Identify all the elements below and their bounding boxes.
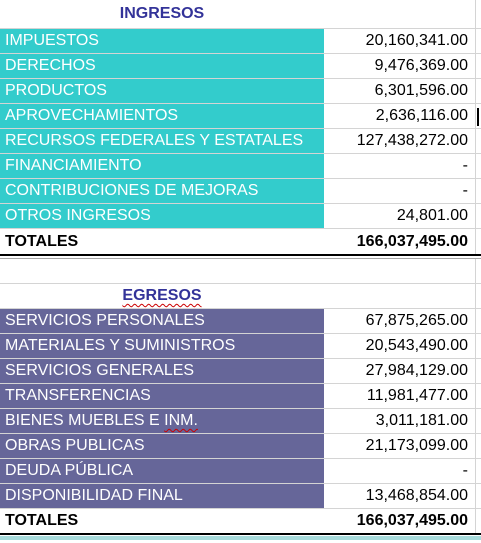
row-value[interactable]: 20,543,490.00 — [324, 334, 476, 358]
row-label[interactable]: TRANSFERENCIAS — [0, 384, 324, 408]
row-label-prefix: BIENES MUEBLES E — [5, 412, 165, 429]
row-label-abbrev: INM. — [164, 412, 198, 429]
blank-row[interactable] — [0, 259, 481, 284]
table-row[interactable]: MATERIALES Y SUMINISTROS 20,543,490.00 — [0, 334, 481, 359]
row-label[interactable]: DISPONIBILIDAD FINAL — [0, 484, 324, 508]
row-value[interactable]: 24,801.00 — [324, 204, 476, 228]
total-label[interactable]: TOTALES — [5, 232, 79, 250]
total-value[interactable]: 166,037,495.00 — [324, 509, 476, 533]
row-label-cell[interactable]: BIENES MUEBLES E INM. — [0, 409, 324, 433]
row-label[interactable]: IMPUESTOS — [0, 29, 324, 53]
table-row[interactable]: IMPUESTOS 20,160,341.00 — [0, 29, 481, 54]
row-label[interactable]: FINANCIAMIENTO — [0, 154, 324, 178]
table-row[interactable]: TRANSFERENCIAS 11,981,477.00 — [0, 384, 481, 409]
egresos-header-value-cell[interactable] — [324, 284, 476, 308]
egresos-total-row[interactable]: TOTALES 166,037,495.00 — [0, 509, 481, 535]
row-value[interactable]: 127,438,272.00 — [324, 129, 476, 153]
row-value[interactable]: 13,468,854.00 — [324, 484, 476, 508]
row-value[interactable]: 2,636,116.00 — [324, 104, 476, 128]
row-value[interactable]: 67,875,265.00 — [324, 309, 476, 333]
table-row[interactable]: FINANCIAMIENTO - — [0, 154, 481, 179]
blank-cell[interactable] — [0, 259, 324, 283]
table-row[interactable]: APROVECHAMIENTOS 2,636,116.00 — [0, 104, 481, 129]
row-label[interactable]: DERECHOS — [0, 54, 324, 78]
total-value[interactable]: 166,037,495.00 — [324, 229, 476, 254]
row-label[interactable]: SERVICIOS PERSONALES — [0, 309, 324, 333]
row-value[interactable]: - — [324, 154, 476, 178]
table-row[interactable]: SERVICIOS GENERALES 27,984,129.00 — [0, 359, 481, 384]
table-row[interactable]: BIENES MUEBLES E INM. 3,011,181.00 — [0, 409, 481, 434]
table-row[interactable]: DEUDA PÚBLICA - — [0, 459, 481, 484]
egresos-header: EGRESOS — [122, 287, 202, 304]
ingresos-header-value-cell[interactable] — [324, 0, 476, 28]
ingresos-header-row[interactable]: INGRESOS — [0, 0, 481, 29]
ingresos-header[interactable]: INGRESOS — [119, 5, 205, 22]
row-value[interactable]: - — [324, 179, 476, 203]
row-value[interactable]: 11,981,477.00 — [324, 384, 476, 408]
table-row[interactable]: RECURSOS FEDERALES Y ESTATALES 127,438,2… — [0, 129, 481, 154]
table-row[interactable]: DISPONIBILIDAD FINAL 13,468,854.00 — [0, 484, 481, 509]
table-row[interactable]: PRODUCTOS 6,301,596.00 — [0, 79, 481, 104]
table-row[interactable]: OBRAS PUBLICAS 21,173,099.00 — [0, 434, 481, 459]
table-row[interactable]: SERVICIOS PERSONALES 67,875,265.00 — [0, 309, 481, 334]
blank-cell[interactable] — [324, 259, 476, 283]
egresos-header-row[interactable]: EGRESOS — [0, 284, 481, 309]
row-value[interactable]: 21,173,099.00 — [324, 434, 476, 458]
row-label[interactable]: OBRAS PUBLICAS — [0, 434, 324, 458]
row-value[interactable]: 27,984,129.00 — [324, 359, 476, 383]
row-label[interactable]: APROVECHAMIENTOS — [0, 104, 324, 128]
row-value[interactable]: - — [324, 459, 476, 483]
row-label[interactable]: RECURSOS FEDERALES Y ESTATALES — [0, 129, 324, 153]
row-label[interactable]: DEUDA PÚBLICA — [0, 459, 324, 483]
row-value[interactable]: 20,160,341.00 — [324, 29, 476, 53]
bottom-accent-line — [0, 536, 481, 540]
row-label[interactable]: SERVICIOS GENERALES — [0, 359, 324, 383]
row-label[interactable]: CONTRIBUCIONES DE MEJORAS — [0, 179, 324, 203]
cell-edge-marker — [477, 108, 479, 126]
total-label[interactable]: TOTALES — [5, 512, 79, 529]
table-row[interactable]: CONTRIBUCIONES DE MEJORAS - — [0, 179, 481, 204]
row-value[interactable]: 3,011,181.00 — [324, 409, 476, 433]
table-row[interactable]: DERECHOS 9,476,369.00 — [0, 54, 481, 79]
table-row[interactable]: OTROS INGRESOS 24,801.00 — [0, 204, 481, 229]
row-label[interactable]: PRODUCTOS — [0, 79, 324, 103]
egresos-header-cell[interactable]: EGRESOS — [0, 284, 324, 308]
row-value[interactable]: 9,476,369.00 — [324, 54, 476, 78]
row-label[interactable]: MATERIALES Y SUMINISTROS — [0, 334, 324, 358]
row-value[interactable]: 6,301,596.00 — [324, 79, 476, 103]
ingresos-total-row[interactable]: TOTALES 166,037,495.00 — [0, 229, 481, 256]
separator-line — [0, 258, 481, 259]
row-label[interactable]: OTROS INGRESOS — [0, 204, 324, 228]
